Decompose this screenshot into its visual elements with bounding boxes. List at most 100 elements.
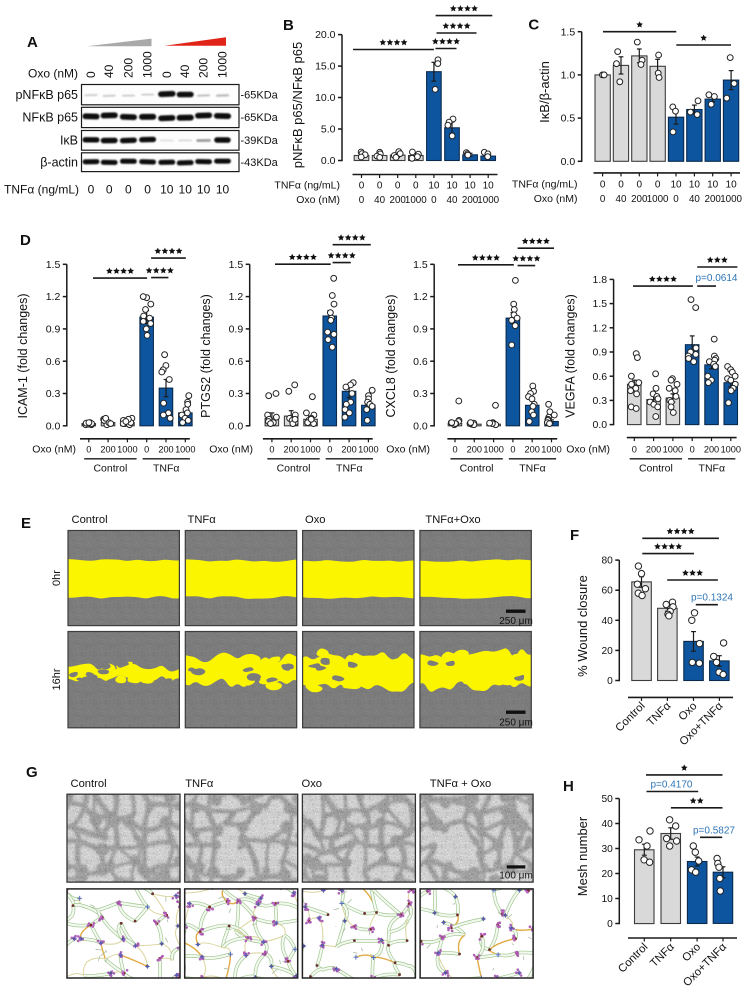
- svg-text:TNFα: TNFα: [188, 514, 217, 526]
- svg-text:Control: Control: [71, 778, 107, 790]
- svg-text:VEGFA (fold changes): VEGFA (fold changes): [564, 294, 578, 418]
- svg-text:0.6: 0.6: [229, 356, 244, 368]
- svg-text:0: 0: [144, 183, 151, 197]
- svg-text:H: H: [563, 778, 574, 795]
- svg-text:1.5: 1.5: [46, 259, 61, 271]
- svg-text:1000: 1000: [175, 445, 195, 455]
- svg-text:D: D: [20, 232, 31, 249]
- svg-text:250 μm: 250 μm: [499, 616, 533, 627]
- svg-text:% Wound closure: % Wound closure: [575, 575, 590, 677]
- svg-text:40: 40: [601, 616, 613, 627]
- svg-text:-65KDa: -65KDa: [241, 112, 279, 124]
- svg-text:PTGS2 (fold changes): PTGS2 (fold changes): [199, 294, 213, 418]
- svg-text:TNFα+Oxo: TNFα+Oxo: [425, 514, 480, 526]
- svg-text:TNFα (ng/mL): TNFα (ng/mL): [4, 183, 79, 197]
- svg-text:0.0: 0.0: [592, 419, 607, 431]
- svg-text:1.8: 1.8: [592, 274, 607, 286]
- svg-text:Oxo (nM): Oxo (nM): [209, 444, 253, 456]
- svg-text:200: 200: [284, 445, 299, 455]
- svg-text:0: 0: [637, 180, 643, 191]
- svg-text:10: 10: [197, 183, 211, 197]
- svg-text:16hr: 16hr: [51, 668, 63, 690]
- svg-text:0: 0: [395, 181, 401, 192]
- svg-text:10.0: 10.0: [315, 92, 336, 104]
- svg-text:5.0: 5.0: [321, 124, 336, 136]
- svg-text:1000: 1000: [483, 445, 503, 455]
- svg-text:1000: 1000: [663, 445, 683, 455]
- svg-text:p=0.4170: p=0.4170: [651, 780, 693, 791]
- svg-text:TNFα: TNFα: [699, 463, 725, 475]
- svg-text:-43KDa: -43KDa: [241, 157, 279, 169]
- svg-text:p=0.0614: p=0.0614: [696, 273, 738, 284]
- svg-text:Oxo (nM): Oxo (nM): [566, 444, 610, 456]
- svg-text:0: 0: [86, 445, 91, 455]
- svg-text:Oxo: Oxo: [305, 514, 326, 526]
- svg-text:1.2: 1.2: [46, 291, 61, 303]
- svg-text:Control: Control: [460, 463, 494, 475]
- svg-text:Control: Control: [639, 463, 673, 475]
- svg-text:200: 200: [525, 445, 540, 455]
- svg-text:0: 0: [377, 181, 383, 192]
- svg-text:40: 40: [616, 194, 627, 205]
- svg-text:Control: Control: [72, 514, 108, 526]
- svg-text:10: 10: [428, 181, 440, 192]
- svg-text:1.2: 1.2: [413, 291, 428, 303]
- svg-text:0.0: 0.0: [46, 420, 61, 432]
- svg-text:Oxo (nM): Oxo (nM): [296, 194, 340, 206]
- svg-text:TNFα: TNFα: [185, 778, 214, 790]
- svg-text:A: A: [27, 34, 38, 51]
- svg-text:0: 0: [327, 445, 332, 455]
- svg-text:1000: 1000: [300, 445, 320, 455]
- svg-text:0: 0: [600, 180, 606, 191]
- svg-text:200: 200: [341, 445, 356, 455]
- svg-text:0: 0: [673, 194, 679, 205]
- svg-text:250 μm: 250 μm: [499, 718, 533, 729]
- svg-text:TNFα: TNFα: [336, 463, 362, 475]
- svg-text:1000: 1000: [405, 195, 427, 206]
- svg-text:TNFα (ng/mL): TNFα (ng/mL): [274, 180, 340, 192]
- svg-text:Mesh number: Mesh number: [575, 816, 590, 896]
- svg-text:0: 0: [510, 445, 515, 455]
- svg-text:200: 200: [631, 194, 648, 205]
- svg-text:0: 0: [144, 445, 149, 455]
- svg-text:15.0: 15.0: [315, 61, 336, 73]
- svg-text:0.9: 0.9: [229, 324, 244, 336]
- svg-text:1000: 1000: [721, 445, 741, 455]
- svg-text:0.3: 0.3: [229, 388, 244, 400]
- svg-text:C: C: [528, 17, 539, 34]
- svg-text:TNFα (ng/mL): TNFα (ng/mL): [512, 179, 578, 191]
- svg-text:200: 200: [158, 445, 173, 455]
- svg-text:0.3: 0.3: [46, 388, 61, 400]
- svg-text:Oxo: Oxo: [302, 778, 323, 790]
- svg-text:10: 10: [465, 181, 477, 192]
- svg-text:IκB/β-actin: IκB/β-actin: [537, 61, 552, 123]
- svg-text:0: 0: [431, 195, 437, 206]
- svg-text:0.3: 0.3: [413, 388, 428, 400]
- svg-text:10: 10: [726, 180, 738, 191]
- svg-text:200: 200: [100, 445, 115, 455]
- svg-text:10: 10: [670, 180, 682, 191]
- svg-text:1.5: 1.5: [413, 259, 428, 271]
- svg-text:0.0: 0.0: [561, 156, 576, 168]
- svg-text:0.0: 0.0: [413, 420, 428, 432]
- svg-text:0: 0: [160, 71, 174, 78]
- svg-text:1000: 1000: [720, 194, 742, 205]
- svg-text:CXCL8 (fold changes): CXCL8 (fold changes): [384, 295, 398, 418]
- svg-text:0.9: 0.9: [413, 324, 428, 336]
- svg-text:0: 0: [269, 445, 274, 455]
- svg-text:0: 0: [607, 676, 613, 687]
- svg-text:1.5: 1.5: [592, 298, 607, 310]
- svg-text:0: 0: [690, 445, 695, 455]
- svg-text:0: 0: [607, 919, 613, 930]
- svg-text:0hr: 0hr: [51, 570, 63, 586]
- svg-text:1.5: 1.5: [229, 259, 244, 271]
- svg-text:0.6: 0.6: [46, 356, 61, 368]
- svg-text:Oxo (nM): Oxo (nM): [534, 193, 578, 205]
- svg-text:0: 0: [359, 195, 365, 206]
- svg-text:0.0: 0.0: [229, 420, 244, 432]
- svg-text:0: 0: [88, 183, 95, 197]
- svg-text:NFκB p65: NFκB p65: [22, 111, 78, 125]
- svg-text:1000: 1000: [216, 51, 230, 78]
- svg-text:1.2: 1.2: [592, 322, 607, 334]
- svg-text:1000: 1000: [647, 194, 669, 205]
